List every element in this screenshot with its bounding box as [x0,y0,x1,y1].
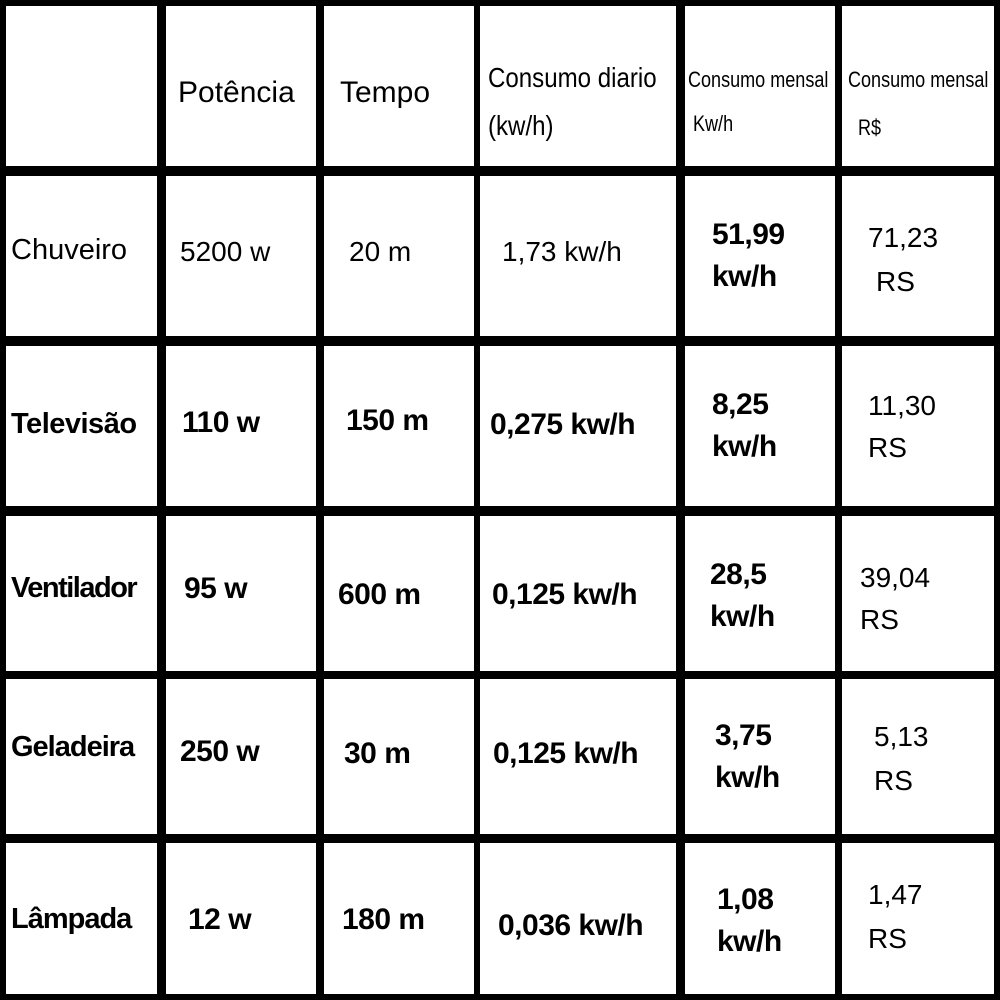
appliance-name: Ventilador [11,572,138,604]
row-5-custo-cell: 1,47 RS [842,843,994,994]
appliance-name: Lâmpada [11,903,132,935]
header-consumo-mensal-kwh-line2: Kw/h [693,111,734,136]
potencia-value: 12 w [188,903,252,936]
row-3-diario-cell: 0,125 kw/h [480,516,676,671]
row-3-potencia-cell: 95 w [166,516,316,671]
mensal-unit: kw/h [717,925,782,958]
mensal-value: 28,5 [710,558,767,591]
potencia-value: 110 w [182,406,260,439]
mensal-unit: kw/h [712,430,777,463]
appliance-name: Chuveiro [11,234,128,266]
row-3-tempo-cell: 600 m [324,516,474,671]
custo-value: 1,47 [868,879,923,910]
row-3-custo-cell: 39,04 RS [842,516,994,671]
appliance-name: Geladeira [11,731,135,763]
tempo-value: 30 m [344,737,411,770]
header-consumo-mensal-rs-line1: Consumo mensal [848,67,989,92]
row-4-tempo-cell: 30 m [324,679,474,834]
mensal-unit: kw/h [715,761,780,794]
row-3-appliance-cell: Ventilador [6,516,157,671]
tempo-value: 600 m [338,578,421,611]
custo-unit: RS [868,432,907,463]
custo-unit: RS [874,765,913,796]
diario-value: 0,275 kw/h [490,408,636,441]
header-consumo-diario-line1: Consumo diario [488,62,657,93]
row-1-diario-cell: 1,73 kw/h [480,176,676,336]
mensal-unit: kw/h [712,260,777,293]
tempo-value: 150 m [346,404,429,437]
header-potencia-cell: Potência [166,6,316,166]
row-3-mensal-cell: 28,5 kw/h [685,516,835,671]
header-consumo-diario-cell: Consumo diario (kw/h) [480,6,676,166]
row-4-potencia-cell: 250 w [166,679,316,834]
custo-value: 5,13 [874,721,929,752]
row-4-diario-cell: 0,125 kw/h [480,679,676,834]
potencia-value: 95 w [184,572,248,605]
diario-value: 0,125 kw/h [493,737,639,770]
header-potencia: Potência [178,76,295,109]
appliance-name: Televisão [11,408,137,440]
row-1-tempo-cell: 20 m [324,176,474,336]
row-2-tempo-cell: 150 m [324,346,474,506]
header-consumo-mensal-kwh-line1: Consumo mensal [688,67,829,92]
row-2-appliance-cell: Televisão [6,346,157,506]
header-consumo-mensal-rs-cell: Consumo mensal R$ [842,6,994,166]
custo-value: 39,04 [860,562,931,593]
mensal-value: 3,75 [715,719,772,752]
row-5-mensal-cell: 1,08 kw/h [685,843,835,994]
header-corner-cell [6,6,157,166]
row-4-appliance-cell: Geladeira [6,679,157,834]
row-4-custo-cell: 5,13 RS [842,679,994,834]
row-2-mensal-cell: 8,25 kw/h [685,346,835,506]
row-4-mensal-cell: 3,75 kw/h [685,679,835,834]
row-1-mensal-cell: 51,99 kw/h [685,176,835,336]
custo-unit: RS [868,923,907,954]
potencia-value: 5200 w [180,236,271,267]
custo-unit: RS [860,604,899,635]
row-1-custo-cell: 71,23 RS [842,176,994,336]
potencia-value: 250 w [180,735,260,768]
header-consumo-mensal-rs-line2: R$ [858,115,882,140]
mensal-value: 8,25 [712,388,769,421]
diario-value: 0,125 kw/h [492,578,638,611]
header-tempo: Tempo [340,76,431,109]
custo-value: 11,30 [868,390,936,421]
row-2-diario-cell: 0,275 kw/h [480,346,676,506]
tempo-value: 180 m [342,903,425,936]
row-1-appliance-cell: Chuveiro [6,176,157,336]
tempo-value: 20 m [349,236,412,267]
row-2-potencia-cell: 110 w [166,346,316,506]
diario-value: 0,036 kw/h [498,909,644,942]
mensal-value: 51,99 [712,218,785,251]
row-1-potencia-cell: 5200 w [166,176,316,336]
mensal-unit: kw/h [710,600,775,633]
row-5-appliance-cell: Lâmpada [6,843,157,994]
row-5-diario-cell: 0,036 kw/h [480,843,676,994]
custo-value: 71,23 [868,222,939,253]
row-5-potencia-cell: 12 w [166,843,316,994]
diario-value: 1,73 kw/h [502,236,622,267]
header-consumo-mensal-kwh-cell: Consumo mensal Kw/h [685,6,835,166]
header-consumo-diario-line2: (kw/h) [488,110,554,141]
header-tempo-cell: Tempo [324,6,474,166]
row-2-custo-cell: 11,30 RS [842,346,994,506]
row-5-tempo-cell: 180 m [324,843,474,994]
custo-unit: RS [876,266,915,297]
mensal-value: 1,08 [717,883,774,916]
